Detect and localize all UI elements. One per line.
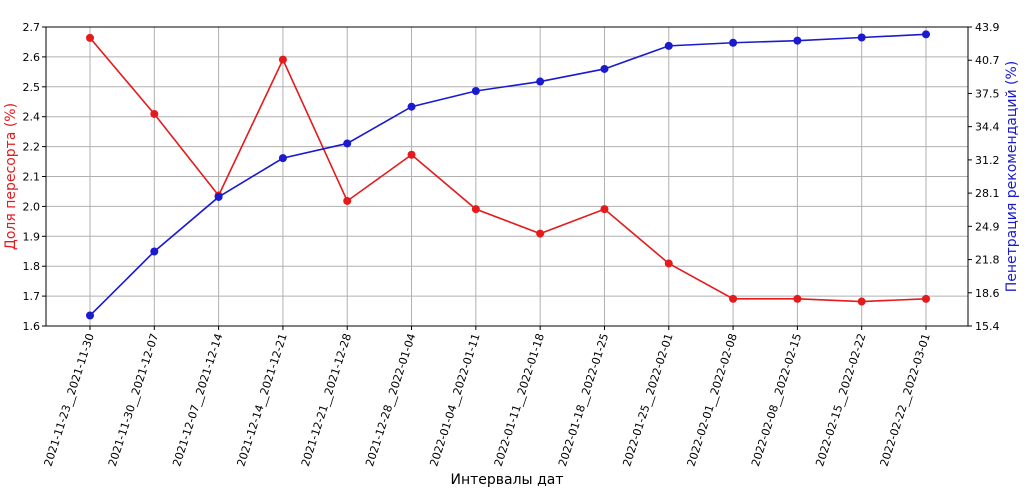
series-1-line: [89, 37, 927, 303]
right-tick-label: 40.7: [975, 54, 1000, 67]
x-tick-label: 2022-02-08__2022-02-15: [749, 332, 804, 468]
right-tick-label: 15.4: [975, 320, 1000, 333]
x-axis-ticks: 2021-11-23__2021-11-30 2021-11-30__2021-1…: [42, 326, 933, 468]
series-2-point: [278, 154, 287, 163]
x-tick-label: 2021-11-23__2021-11-30: [42, 332, 97, 468]
right-tick-label: 24.9: [975, 220, 1000, 233]
left-tick-label: 2.1: [23, 171, 41, 184]
left-tick-label: 1.7: [23, 290, 41, 303]
series-1-point: [471, 205, 480, 214]
left-y-axis-ticks: 1.6 1.7 1.8 1.9 2.0 2.1 2.2 2.4 2.5 2.6 2.7: [23, 21, 46, 333]
series-2-point: [536, 77, 545, 86]
x-axis-label: Интервалы дат: [451, 472, 564, 488]
x-tick-label: 2022-01-25__2022-02-01: [620, 332, 675, 468]
x-tick-label: 2022-02-01__2022-02-08: [685, 332, 740, 468]
left-tick-label: 2.6: [23, 51, 41, 64]
series-2-point: [600, 64, 609, 73]
right-y-axis-ticks: 15.4 18.6 21.8 24.9 28.1 31.2 34.4 37.5 40.7 43.9: [968, 21, 1000, 333]
x-tick-label: 2022-01-18__2022-01-25: [556, 332, 611, 468]
right-tick-label: 43.9: [975, 21, 1000, 34]
x-tick-label: 2021-12-21__2021-12-28: [299, 332, 354, 468]
right-y-axis-label: Пенетрация рекомендаций (%): [1004, 61, 1020, 293]
series-1-point: [793, 294, 802, 303]
right-tick-label: 34.4: [975, 121, 1000, 134]
right-tick-label: 18.6: [975, 287, 1000, 300]
x-tick-label: 2021-12-07__2021-12-14: [170, 332, 225, 468]
left-tick-label: 2.2: [23, 141, 41, 154]
left-tick-label: 2.5: [23, 81, 41, 94]
series-2-point: [664, 41, 673, 50]
right-tick-label: 21.8: [975, 254, 1000, 267]
series-1-point: [343, 196, 352, 205]
series-1-point: [729, 294, 738, 303]
series-2-point: [471, 86, 480, 95]
left-tick-label: 1.9: [23, 230, 41, 243]
series-1-point: [857, 297, 866, 306]
series-2-point: [922, 30, 930, 39]
series-group: [86, 30, 930, 320]
left-tick-label: 2.0: [23, 200, 41, 213]
left-y-axis-label: Доля пересорта (%): [3, 103, 19, 250]
right-tick-label: 31.2: [975, 154, 1000, 167]
series-1-point: [922, 294, 930, 303]
series-2-point: [343, 139, 352, 148]
series-2-point: [729, 38, 738, 47]
right-tick-label: 37.5: [975, 87, 1000, 100]
series-2-point: [150, 247, 159, 256]
series-1-point: [600, 205, 609, 214]
x-tick-label: 2022-02-15__2022-02-22: [813, 332, 868, 468]
grid-lines: [46, 26, 968, 327]
series-2-point: [407, 102, 416, 111]
x-tick-label: 2021-12-14__2021-12-21: [235, 332, 290, 468]
x-tick-label: 2021-12-28__2022-01-04: [363, 332, 418, 468]
series-1-point: [278, 55, 287, 64]
series-2-point: [857, 33, 866, 42]
series-1-point: [407, 150, 416, 159]
series-1-point: [664, 259, 673, 268]
series-1-point: [150, 109, 159, 118]
x-tick-label: 2022-01-04__2022-01-11: [427, 332, 482, 468]
x-tick-label: 2022-01-11__2022-01-18: [492, 332, 547, 468]
left-tick-label: 1.8: [23, 260, 41, 273]
left-tick-label: 1.6: [23, 320, 41, 333]
x-tick-label: 2022-02-22__2022-03-01: [878, 332, 933, 468]
series-2-point: [214, 192, 223, 201]
left-tick-label: 2.7: [23, 21, 41, 34]
series-1-point: [536, 229, 545, 238]
x-tick-label: 2021-11-30__2021-12-07: [106, 332, 161, 468]
left-tick-label: 2.4: [23, 111, 41, 124]
series-2-line: [89, 33, 927, 317]
series-2-point: [793, 36, 802, 45]
right-tick-label: 28.1: [975, 187, 1000, 200]
series-2-point: [86, 311, 94, 320]
series-1-point: [86, 33, 94, 42]
